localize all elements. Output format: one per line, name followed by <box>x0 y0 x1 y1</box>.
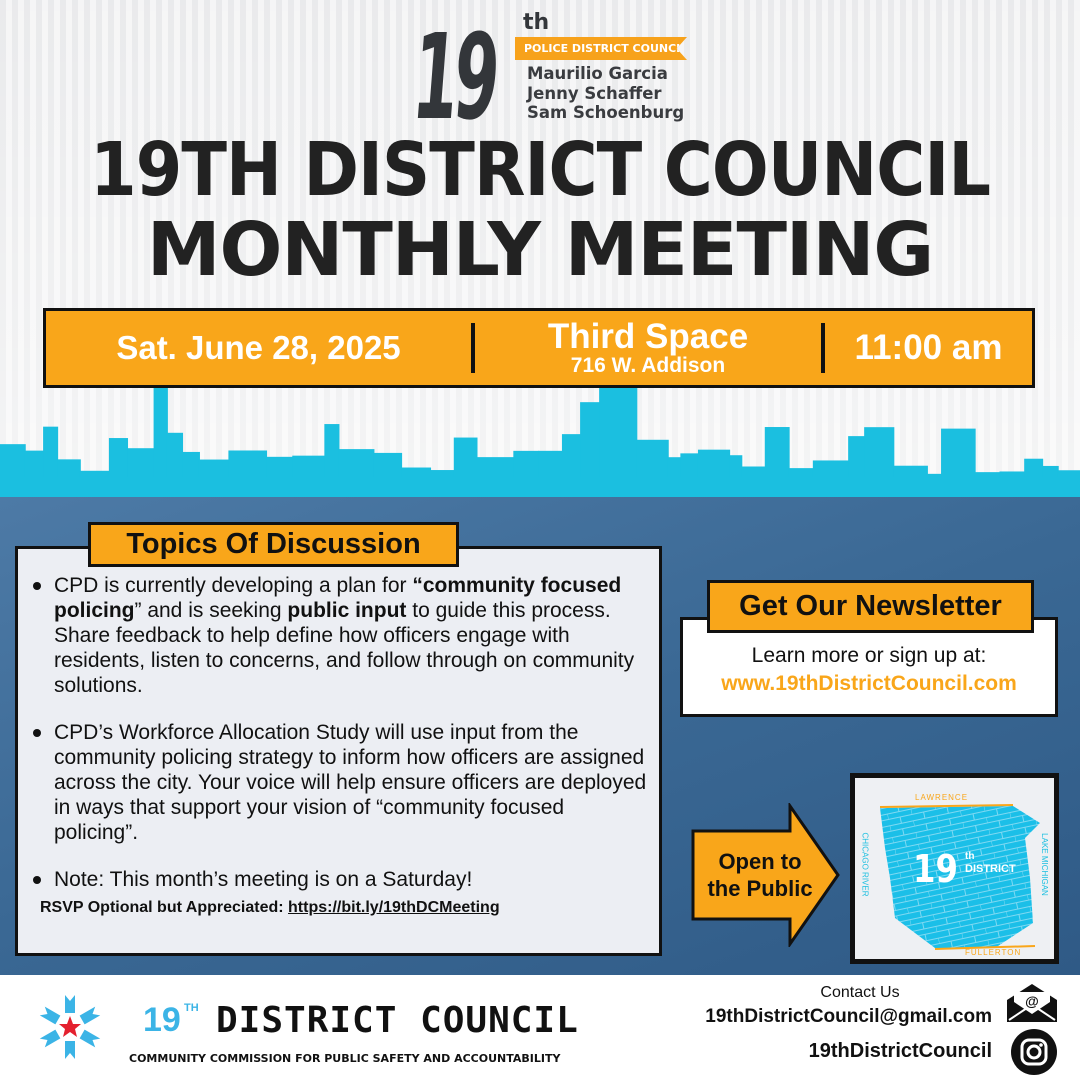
event-address: 716 W. Addison <box>570 354 726 377</box>
event-info-bar: Sat. June 28, 2025 Third Space 716 W. Ad… <box>43 308 1035 388</box>
title-line-1-row: 19TH DISTRICT COUNCIL <box>0 133 1080 207</box>
district-map: LAWRENCE FULLERTON CHICAGO RIVER LAKE MI… <box>850 773 1059 964</box>
newsletter-box: Learn more or sign up at: www.19thDistri… <box>680 617 1058 717</box>
event-date: Sat. June 28, 2025 <box>116 329 401 366</box>
title-line-1: 19TH DISTRICT COUNCIL <box>90 127 991 213</box>
logo-arm <box>65 995 75 1013</box>
logo-arm <box>65 1041 75 1059</box>
logo-arm <box>79 1029 101 1048</box>
newsletter-text: Learn more or sign up at: <box>751 644 987 667</box>
contact-email[interactable]: 19thDistrictCouncil@gmail.com <box>705 1006 992 1027</box>
skyline-base <box>0 477 1080 497</box>
logo-arm <box>39 1006 61 1025</box>
logo-arm <box>39 1029 61 1048</box>
topics-heading: Topics Of Discussion <box>88 522 459 567</box>
ccpsa-logo-icon <box>39 995 101 1059</box>
member-name: Maurilio Garcia <box>527 64 668 83</box>
topics-panel: CPD is currently developing a plan for “… <box>15 546 662 956</box>
footer-org-number: 19 <box>143 1001 181 1039</box>
topic-item: Note: This month’s meeting is on a Satur… <box>30 867 649 892</box>
email-icon[interactable]: @ <box>1005 982 1059 1024</box>
title-line-2: MONTHLY MEETING <box>146 207 934 293</box>
rsvp-line: RSVP Optional but Appreciated: https://b… <box>40 899 500 916</box>
contact-label: Contact Us <box>820 984 900 1001</box>
map-label-north: LAWRENCE <box>915 793 969 802</box>
skyline-building <box>153 385 168 495</box>
skyline-building <box>599 386 638 495</box>
topic-item: CPD is currently developing a plan for “… <box>30 573 649 698</box>
newsletter-link[interactable]: www.19thDistrictCouncil.com <box>721 672 1017 695</box>
open-to-public-arrow-icon <box>691 803 840 947</box>
logo-suffix: th <box>523 10 550 35</box>
svg-text:@: @ <box>1025 993 1039 1009</box>
divider <box>821 323 825 373</box>
map-district-label: DISTRICT <box>965 863 1016 875</box>
event-location: Third Space 716 W. Addison <box>475 319 821 377</box>
rsvp-link[interactable]: https://bit.ly/19thDCMeeting <box>288 899 500 916</box>
header-background <box>0 0 1080 495</box>
map-number: 19 <box>913 847 958 891</box>
council-members: Maurilio Garcia Jenny Schaffer Sam Schoe… <box>527 64 684 123</box>
member-name: Jenny Schaffer <box>527 83 662 103</box>
map-label-east: LAKE MICHIGAN <box>1039 833 1049 896</box>
divider <box>471 323 475 373</box>
skyline-graphic <box>0 385 1080 497</box>
map-label-south: FULLERTON <box>965 948 1022 957</box>
logo-banner: POLICE DISTRICT COUNCIL <box>515 37 687 60</box>
topic-item: CPD’s Workforce Allocation Study will us… <box>30 720 649 845</box>
event-venue: Third Space <box>547 317 749 356</box>
contact-instagram[interactable]: 19thDistrictCouncil <box>808 1040 992 1062</box>
logo-number: 19 <box>408 8 501 146</box>
logo-arm <box>79 1006 101 1025</box>
footer-org-name: DISTRICT COUNCIL <box>216 1000 579 1041</box>
title-line-2-row: MONTHLY MEETING <box>0 213 1080 287</box>
open-to-public-label: Open to the Public <box>707 849 813 901</box>
skyline-building <box>580 402 601 495</box>
map-label-west: CHICAGO RIVER <box>860 832 870 897</box>
footer-org-subtitle: COMMUNITY COMMISSION FOR PUBLIC SAFETY A… <box>129 1052 561 1065</box>
member-name: Sam Schoenburg <box>527 103 685 122</box>
newsletter-heading: Get Our Newsletter <box>707 580 1034 633</box>
instagram-icon[interactable] <box>1010 1028 1058 1076</box>
footer: 19 TH DISTRICT COUNCIL COMMUNITY COMMISS… <box>0 975 1080 1080</box>
event-time: 11:00 am <box>854 328 1003 367</box>
